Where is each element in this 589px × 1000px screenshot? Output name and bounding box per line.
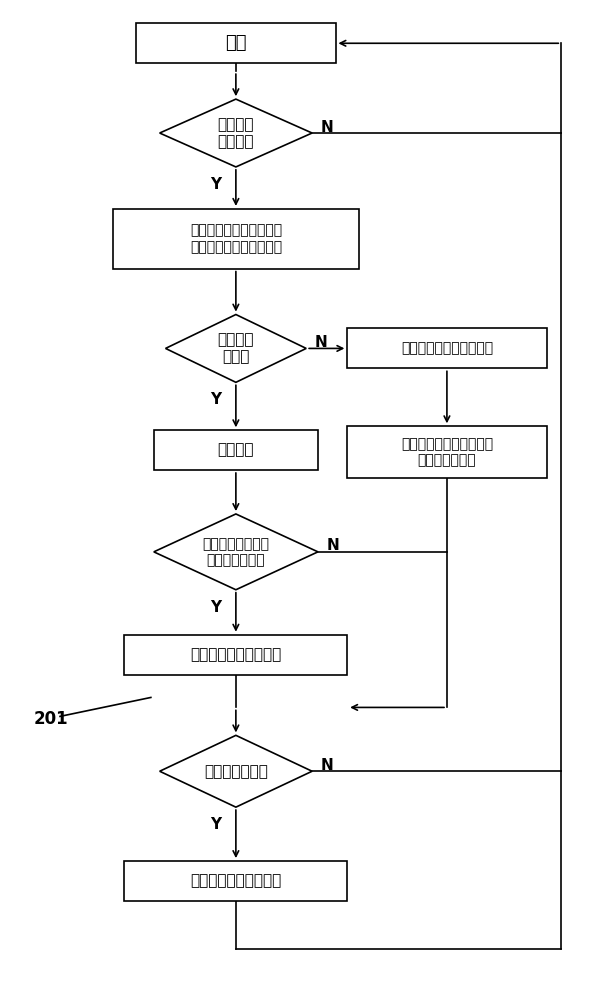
FancyBboxPatch shape	[112, 209, 359, 269]
Text: 发电机爬坡率小于设定值: 发电机爬坡率小于设定值	[401, 341, 493, 355]
Polygon shape	[160, 735, 312, 807]
FancyBboxPatch shape	[136, 23, 336, 63]
Text: Y: Y	[210, 392, 221, 407]
Text: N: N	[315, 335, 327, 350]
Polygon shape	[160, 99, 312, 167]
Text: Y: Y	[210, 600, 221, 615]
Text: 制动功率有短时尖
峰或储能已存满: 制动功率有短时尖 峰或储能已存满	[203, 537, 269, 567]
Text: 开始: 开始	[225, 34, 247, 52]
Text: 电阻制动单元投入工作: 电阻制动单元投入工作	[190, 647, 282, 662]
Text: 变流器发生故障: 变流器发生故障	[204, 764, 268, 779]
Text: 闭锁发生故障的变流器: 闭锁发生故障的变流器	[190, 873, 282, 888]
Polygon shape	[154, 514, 318, 590]
Text: 储能进行充放电动作和电
阻制动投入工作: 储能进行充放电动作和电 阻制动投入工作	[401, 437, 493, 467]
FancyBboxPatch shape	[124, 635, 348, 675]
Text: N: N	[327, 538, 339, 553]
Text: N: N	[321, 758, 333, 773]
FancyBboxPatch shape	[348, 426, 547, 478]
Text: Y: Y	[210, 817, 221, 832]
FancyBboxPatch shape	[348, 328, 547, 368]
Text: 绞车处于
制动状态: 绞车处于 制动状态	[217, 117, 254, 149]
Polygon shape	[166, 315, 306, 382]
Text: 储能存储: 储能存储	[217, 443, 254, 458]
Text: N: N	[321, 120, 333, 135]
Text: Y: Y	[210, 177, 221, 192]
Text: 201: 201	[34, 710, 68, 728]
FancyBboxPatch shape	[124, 861, 348, 901]
Text: 制动功率
有剩余: 制动功率 有剩余	[217, 332, 254, 365]
Text: 绞车制动功率提供给供电
系统内所有其它负荷使用: 绞车制动功率提供给供电 系统内所有其它负荷使用	[190, 224, 282, 254]
FancyBboxPatch shape	[154, 430, 318, 470]
